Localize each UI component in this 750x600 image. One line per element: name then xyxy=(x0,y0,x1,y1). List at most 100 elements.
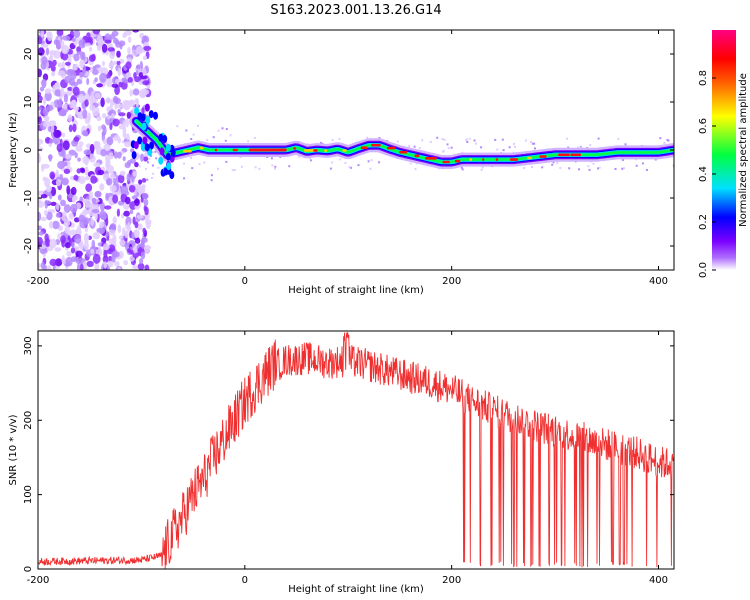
spectral-speck xyxy=(460,166,463,169)
noise-cell xyxy=(50,65,56,72)
ridge-blob xyxy=(153,111,158,120)
spectral-speck xyxy=(568,167,571,170)
x-tick-label: -200 xyxy=(27,575,50,586)
ridge-core xyxy=(399,150,408,154)
spectral-speck xyxy=(210,174,213,177)
spectral-speck xyxy=(413,145,416,148)
noise-cell xyxy=(75,145,83,152)
spectrogram-xlabel: Height of straight line (km) xyxy=(288,285,424,296)
noise-cell xyxy=(55,179,62,187)
noise-cell xyxy=(55,202,60,211)
noise-cell xyxy=(126,111,131,119)
noise-cell xyxy=(105,192,109,201)
noise-cell xyxy=(143,245,150,254)
noise-cell xyxy=(61,148,66,159)
spectral-speck xyxy=(154,150,157,153)
noise-cell xyxy=(61,132,66,138)
spectral-speck xyxy=(146,178,149,181)
spectral-speck xyxy=(623,167,625,170)
spectral-speck xyxy=(203,161,206,164)
noise-cell xyxy=(117,137,122,144)
noise-cell xyxy=(113,151,118,159)
spectral-speck xyxy=(443,139,446,141)
noise-cell xyxy=(133,245,137,254)
spectral-speck xyxy=(468,137,471,140)
noise-cell xyxy=(64,226,70,235)
spectral-speck xyxy=(183,177,186,180)
spectral-speck xyxy=(418,147,421,150)
noise-cell xyxy=(138,72,143,78)
snr-ylabel: SNR (10 * v/v) xyxy=(8,414,19,485)
noise-cell xyxy=(96,115,102,122)
ridge-blob xyxy=(148,110,154,119)
noise-cell xyxy=(94,77,98,82)
noise-cell xyxy=(88,54,96,62)
spectral-speck xyxy=(556,161,559,164)
spectrogram-ticks: -200 0 200 400 20 10 0 -10 -20 xyxy=(23,30,674,287)
ridge-core xyxy=(342,149,347,152)
spectral-speck xyxy=(217,129,220,132)
colorbar-tick-label: 0.8 xyxy=(698,70,709,86)
spectral-speck xyxy=(157,166,160,169)
colorbar-tick-label: 0.4 xyxy=(698,166,709,182)
x-tick-label: 200 xyxy=(442,575,461,586)
noise-cell xyxy=(126,173,132,182)
noise-cell xyxy=(85,202,91,208)
noise-cell xyxy=(79,59,85,69)
noise-cell xyxy=(141,192,149,200)
noise-cell xyxy=(100,97,105,108)
noise-cell xyxy=(83,233,90,243)
x-tick-label: 200 xyxy=(442,276,461,287)
noise-cell xyxy=(145,221,151,229)
spectral-speck xyxy=(666,139,669,141)
noise-cell xyxy=(112,251,120,258)
noise-cell xyxy=(88,190,94,201)
ridge-core-main xyxy=(250,148,287,152)
noise-cell xyxy=(116,50,121,58)
noise-cell xyxy=(38,142,41,148)
noise-cell xyxy=(38,147,44,152)
spectral-speck xyxy=(447,147,450,150)
spectral-speck xyxy=(253,136,256,139)
noise-cell xyxy=(107,47,115,52)
noise-cell xyxy=(80,51,84,60)
noise-cell xyxy=(49,171,56,180)
noise-cell xyxy=(38,211,42,222)
spectral-speck xyxy=(635,164,638,167)
noise-cell xyxy=(79,71,84,78)
spectral-speck xyxy=(514,145,516,148)
noise-cell xyxy=(89,104,96,111)
noise-cell xyxy=(40,194,48,199)
noise-cell xyxy=(65,256,73,267)
noise-cell xyxy=(55,212,61,218)
noise-cell xyxy=(85,175,90,181)
noise-cell xyxy=(108,61,115,69)
ridge-band-4 xyxy=(134,119,674,164)
noise-cell xyxy=(116,60,121,66)
noise-cell xyxy=(62,35,71,41)
snr-panel: -200 0 200 400 0 100 200 300 Height of straight… xyxy=(8,330,675,595)
noise-cell xyxy=(61,177,69,186)
spectral-speck xyxy=(366,136,369,139)
noise-cell xyxy=(109,184,117,193)
noise-cell xyxy=(38,115,42,125)
ridge-blob xyxy=(134,106,140,115)
spectral-speck xyxy=(344,162,347,164)
noise-cell xyxy=(132,88,140,96)
spectral-speck xyxy=(474,142,477,145)
noise-cell xyxy=(86,260,94,268)
noise-cell xyxy=(40,30,45,38)
noise-cell xyxy=(112,234,117,243)
snr-ticks: -200 0 200 400 0 100 200 300 xyxy=(23,331,674,586)
spectral-speck xyxy=(138,165,141,168)
spectral-speck xyxy=(151,177,153,179)
spectral-speck xyxy=(513,142,515,145)
spectral-speck xyxy=(441,138,444,140)
noise-cell xyxy=(39,86,45,92)
spectrogram-panel: -200 0 200 400 20 10 0 -10 -20 Height of straigh… xyxy=(8,29,675,296)
ridge-blob xyxy=(145,116,151,124)
noise-cell xyxy=(82,109,88,119)
noise-cell xyxy=(44,88,52,94)
noise-cell xyxy=(109,172,115,181)
spectral-speck xyxy=(663,142,666,144)
